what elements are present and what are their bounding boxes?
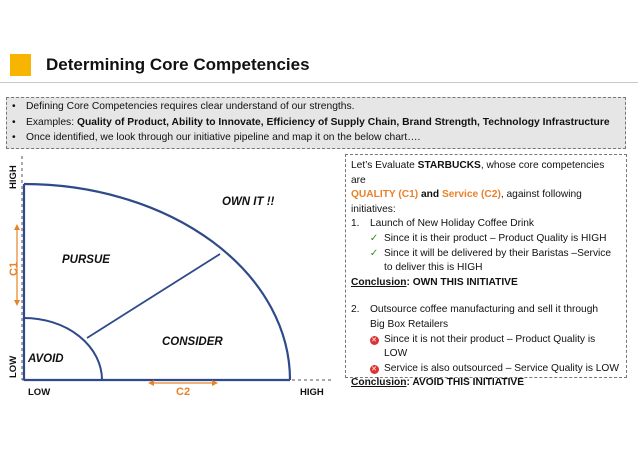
conclusion-2: Conclusion: AVOID THIS INITIATIVE	[351, 376, 620, 391]
reason-text: Since it is their product – Product Qual…	[384, 232, 607, 244]
y-high-label: HIGH	[8, 165, 19, 189]
reason-text: LOW	[384, 348, 408, 360]
intro-line: Let’s Evaluate STARBUCKS, whose core com…	[351, 159, 620, 188]
region-pursue: PURSUE	[62, 254, 110, 266]
spacer	[351, 290, 620, 303]
region-own-it: OWN IT !!	[222, 196, 275, 208]
bullet-bold-text: Quality of Product, Ability to Innovate,…	[76, 116, 610, 128]
title-bar: Determining Core Competencies	[0, 52, 638, 84]
region-avoid: AVOID	[28, 353, 64, 365]
x-axis-c2-label: C2	[176, 386, 191, 398]
region-consider: CONSIDER	[162, 336, 223, 348]
intro-line: initiatives:	[351, 203, 396, 215]
conclusion-label: Conclusion	[351, 377, 407, 389]
initiative-title: Launch of New Holiday Coffee Drink	[370, 218, 535, 230]
initiative-title: Outsource coffee manufacturing and sell …	[370, 304, 599, 316]
conclusion-text: : OWN THIS INITIATIVE	[406, 276, 518, 288]
initiative-2: 2. Outsource coffee manufacturing and sel…	[351, 303, 620, 318]
reason-line: ✓ Since it will be delivered by their Bar…	[351, 247, 620, 262]
intro-line: QUALITY (C1) and Service (C2), against f…	[351, 188, 620, 203]
item-number: 1.	[351, 218, 360, 230]
intro-text: , against following	[500, 189, 582, 201]
outer-arc	[23, 182, 292, 381]
reason-text: Service is also outsourced – Service Qua…	[384, 362, 619, 374]
company-name: STARBUCKS	[417, 160, 481, 171]
conclusion-1: Conclusion: OWN THIS INITIATIVE	[351, 276, 620, 291]
chart-svg	[14, 156, 334, 386]
reason-line: ✕ Service is also outsourced – Service Qu…	[351, 362, 620, 377]
intro-text: Let’s Evaluate	[351, 160, 418, 171]
cross-icon: ✕	[369, 364, 379, 374]
intro-bullets: Defining Core Competencies requires clea…	[6, 97, 626, 149]
title-divider	[0, 82, 638, 83]
bullet-item: Once identified, we look through our ini…	[7, 130, 625, 146]
page-title: Determining Core Competencies	[46, 55, 310, 74]
reason-text: to deliver this is HIGH	[384, 262, 483, 274]
bullet-item: Defining Core Competencies requires clea…	[7, 99, 625, 115]
bullet-text: Once identified, we look through our ini…	[26, 132, 421, 143]
evaluation-panel: Let’s Evaluate STARBUCKS, whose core com…	[345, 154, 627, 388]
y-low-label: LOW	[8, 355, 19, 378]
bullet-text: Defining Core Competencies requires clea…	[26, 101, 355, 112]
competency-chart: HIGH LOW C1 LOW HIGH C2 OWN IT !! PURSUE…	[4, 154, 334, 402]
and-text: and	[418, 189, 442, 201]
title-accent-square	[10, 54, 31, 76]
initiative-1: 1. Launch of New Holiday Coffee Drink	[351, 217, 620, 232]
bullet-item: Examples: Quality of Product, Ability to…	[7, 115, 625, 131]
c1-label: QUALITY (C1)	[351, 189, 419, 201]
inner-arc	[23, 317, 103, 381]
bullet-text: Examples:	[26, 116, 77, 128]
conclusion-label: Conclusion	[351, 276, 407, 288]
x-high-label: HIGH	[300, 387, 324, 398]
check-icon: ✓	[369, 247, 379, 259]
conclusion-text: : AVOID THIS INITIATIVE	[406, 377, 525, 389]
initiative-title: Big Box Retailers	[370, 318, 449, 330]
reason-text: Since it is not their product – Product …	[384, 333, 596, 345]
reason-line: ✕ Since it is not their product – Product…	[351, 333, 620, 348]
divider-line	[86, 253, 221, 339]
x-low-label: LOW	[28, 387, 51, 398]
item-number: 2.	[351, 304, 360, 316]
y-axis-c1-label: C1	[8, 261, 20, 276]
intro-text: , whose core competencies are	[351, 160, 605, 186]
cross-icon: ✕	[369, 335, 379, 345]
c2-label: Service (C2)	[441, 189, 501, 201]
reason-text: Since it will be delivered by their Bari…	[384, 247, 612, 259]
reason-line: ✓ Since it is their product – Product Qua…	[351, 232, 620, 247]
check-icon: ✓	[369, 232, 379, 244]
